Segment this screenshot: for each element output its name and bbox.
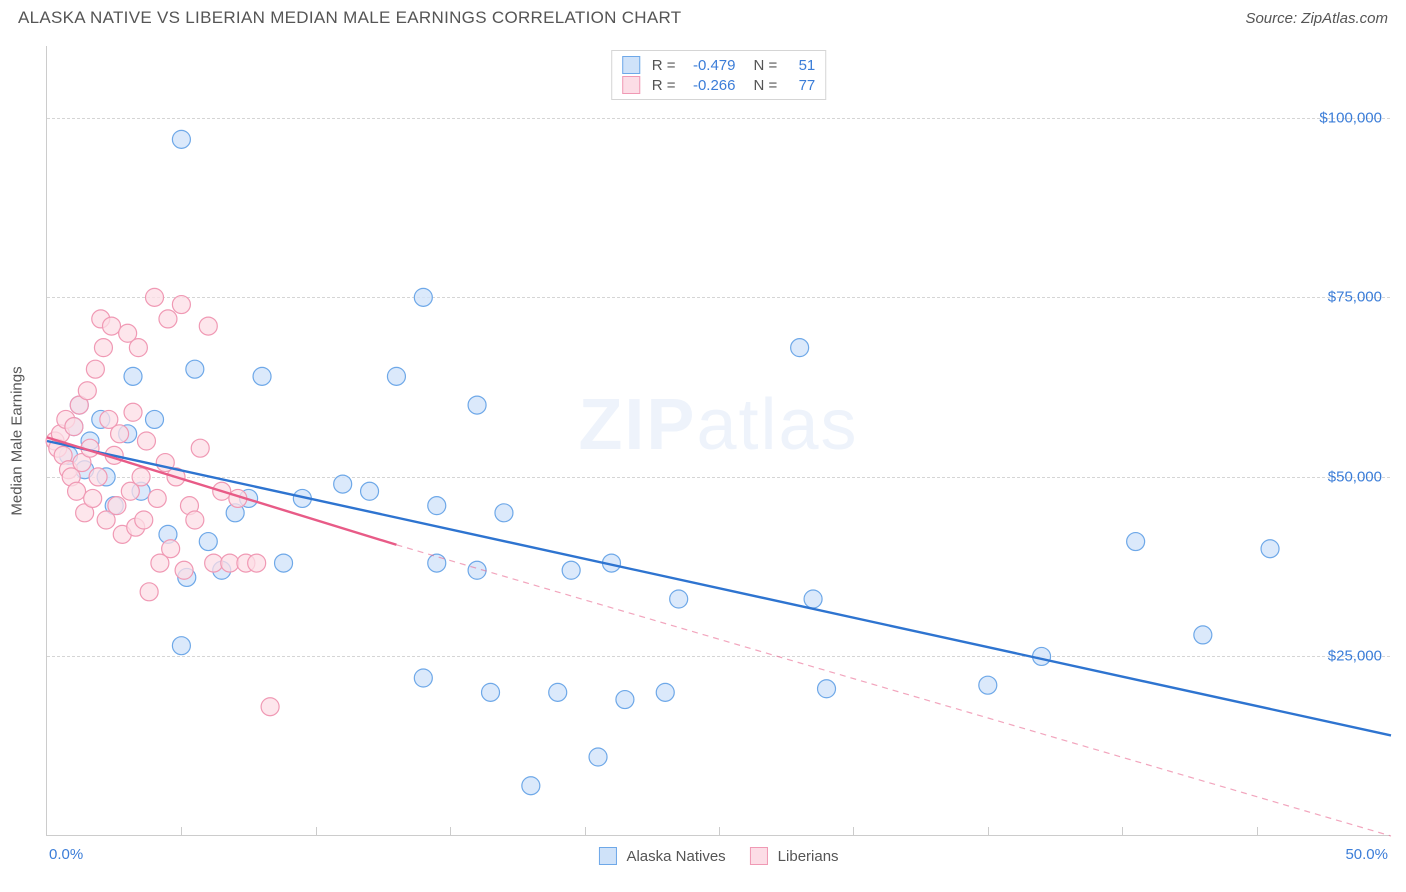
scatter-point [84, 489, 102, 507]
scatter-point [468, 396, 486, 414]
scatter-point [129, 339, 147, 357]
scatter-point [186, 511, 204, 529]
legend-item: Alaska Natives [598, 847, 725, 865]
scatter-point [589, 748, 607, 766]
scatter-point [124, 403, 142, 421]
scatter-point [103, 317, 121, 335]
scatter-point [361, 482, 379, 500]
scatter-point [191, 439, 209, 457]
stats-row: R = -0.266 N = 77 [622, 75, 816, 95]
scatter-point [111, 425, 129, 443]
scatter-point [137, 432, 155, 450]
stats-row: R = -0.479 N = 51 [622, 55, 816, 75]
scatter-point [670, 590, 688, 608]
scatter-point [818, 680, 836, 698]
scatter-point [275, 554, 293, 572]
scatter-point [261, 698, 279, 716]
scatter-point [562, 561, 580, 579]
legend-swatch [598, 847, 616, 865]
scatter-point [248, 554, 266, 572]
scatter-point [146, 410, 164, 428]
scatter-point [89, 468, 107, 486]
scatter-point [414, 288, 432, 306]
scatter-point [132, 468, 150, 486]
scatter-point [428, 554, 446, 572]
scatter-point [94, 339, 112, 357]
scatter-point [482, 683, 500, 701]
scatter-point [172, 296, 190, 314]
scatter-point [172, 130, 190, 148]
stat-label: N = [754, 57, 778, 74]
scatter-point [334, 475, 352, 493]
chart-source: Source: ZipAtlas.com [1245, 10, 1388, 27]
legend: Alaska Natives Liberians [598, 847, 838, 865]
scatter-point [387, 367, 405, 385]
scatter-point [140, 583, 158, 601]
scatter-point [414, 669, 432, 687]
scatter-point [199, 533, 217, 551]
scatter-point [656, 683, 674, 701]
legend-label: Alaska Natives [626, 848, 725, 865]
scatter-point [495, 504, 513, 522]
chart-header: ALASKA NATIVE VS LIBERIAN MEDIAN MALE EA… [0, 0, 1406, 32]
scatter-point [522, 777, 540, 795]
legend-swatch [622, 56, 640, 74]
scatter-point [78, 382, 96, 400]
x-tick-label-max: 50.0% [1345, 846, 1388, 863]
legend-swatch [622, 76, 640, 94]
stat-n-value: 51 [785, 57, 815, 74]
legend-swatch [750, 847, 768, 865]
scatter-point [616, 691, 634, 709]
scatter-point [65, 418, 83, 436]
scatter-point [979, 676, 997, 694]
scatter-point [1261, 540, 1279, 558]
scatter-point [146, 288, 164, 306]
x-tick-label-min: 0.0% [49, 846, 83, 863]
scatter-point [175, 561, 193, 579]
trend-line [47, 441, 1391, 735]
scatter-point [148, 489, 166, 507]
scatter-point [162, 540, 180, 558]
stat-r-value: -0.266 [684, 77, 736, 94]
legend-label: Liberians [778, 848, 839, 865]
scatter-point [1127, 533, 1145, 551]
scatter-point [791, 339, 809, 357]
y-axis-label: Median Male Earnings [9, 366, 26, 515]
scatter-plot-svg [47, 46, 1390, 835]
scatter-point [221, 554, 239, 572]
scatter-point [86, 360, 104, 378]
scatter-point [199, 317, 217, 335]
scatter-point [108, 497, 126, 515]
chart-area: Median Male Earnings ZIPatlas $25,000$50… [46, 46, 1390, 836]
stat-label: R = [652, 77, 676, 94]
scatter-point [172, 637, 190, 655]
scatter-point [428, 497, 446, 515]
scatter-point [205, 554, 223, 572]
scatter-point [186, 360, 204, 378]
scatter-point [253, 367, 271, 385]
scatter-point [124, 367, 142, 385]
scatter-point [135, 511, 153, 529]
chart-title: ALASKA NATIVE VS LIBERIAN MEDIAN MALE EA… [18, 8, 681, 28]
scatter-point [68, 482, 86, 500]
trend-line-dashed [396, 545, 1391, 836]
correlation-stats-box: R = -0.479 N = 51 R = -0.266 N = 77 [611, 50, 827, 100]
scatter-point [1194, 626, 1212, 644]
stat-label: N = [754, 77, 778, 94]
scatter-point [159, 310, 177, 328]
scatter-point [804, 590, 822, 608]
stat-label: R = [652, 57, 676, 74]
stat-n-value: 77 [785, 77, 815, 94]
legend-item: Liberians [750, 847, 839, 865]
stat-r-value: -0.479 [684, 57, 736, 74]
scatter-point [549, 683, 567, 701]
